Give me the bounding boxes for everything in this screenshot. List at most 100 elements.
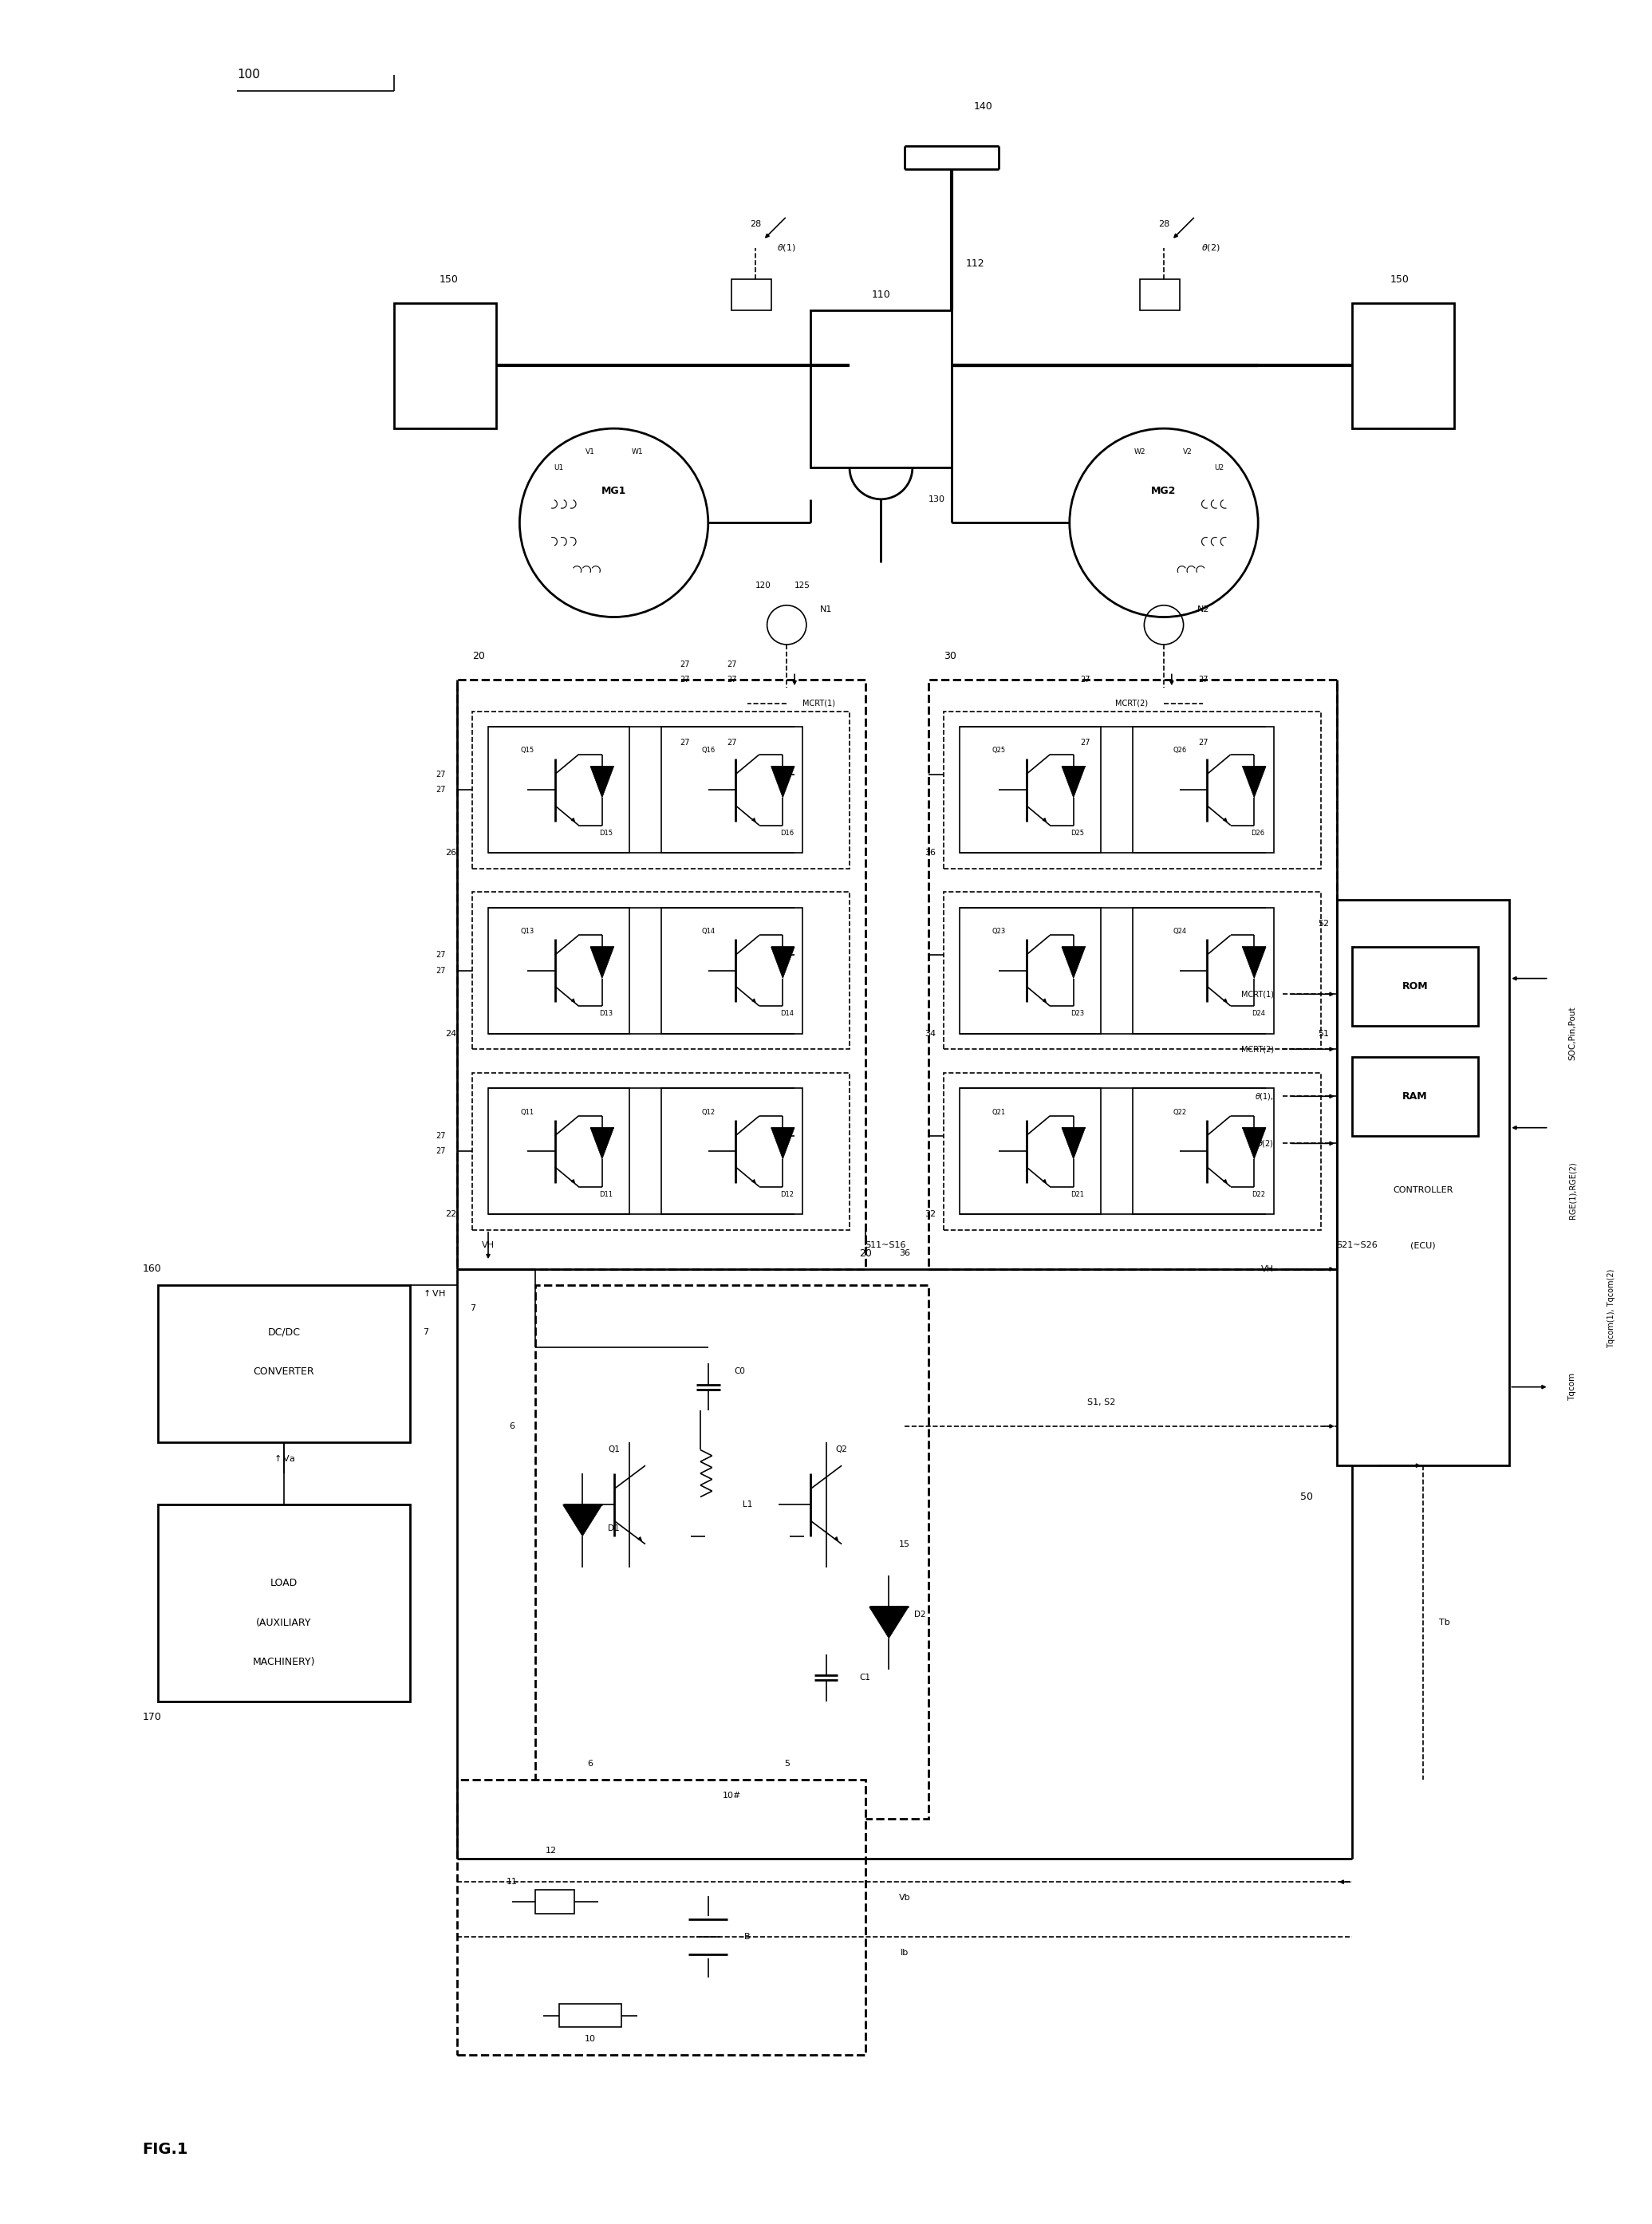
Text: 27: 27 bbox=[1198, 676, 1208, 685]
Text: 27: 27 bbox=[436, 967, 446, 974]
Text: Tb: Tb bbox=[1439, 1619, 1450, 1626]
Text: DC/DC: DC/DC bbox=[268, 1328, 301, 1337]
Bar bbox=[943, 1072, 1322, 1230]
Text: 110: 110 bbox=[872, 289, 890, 300]
Bar bbox=[1353, 302, 1368, 429]
Text: SOC,Pin,Pout: SOC,Pin,Pout bbox=[1568, 1007, 1576, 1061]
Text: 28: 28 bbox=[1158, 220, 1170, 229]
Text: CONTROLLER: CONTROLLER bbox=[1393, 1188, 1454, 1194]
Text: 6: 6 bbox=[588, 1759, 593, 1768]
Bar bbox=[732, 280, 771, 311]
Text: D24: D24 bbox=[1251, 1010, 1265, 1016]
Text: 130: 130 bbox=[928, 496, 945, 503]
Text: RAM: RAM bbox=[1403, 1092, 1427, 1101]
Bar bbox=[1132, 907, 1274, 1034]
Bar bbox=[960, 907, 1100, 1034]
Text: VH: VH bbox=[1260, 1265, 1274, 1272]
Bar bbox=[393, 302, 410, 429]
Bar bbox=[456, 681, 866, 1270]
Bar bbox=[433, 302, 449, 429]
Text: Q24: Q24 bbox=[1173, 927, 1186, 934]
Text: 32: 32 bbox=[925, 1210, 937, 1219]
Text: Q23: Q23 bbox=[991, 927, 1006, 934]
Text: Q14: Q14 bbox=[702, 927, 715, 934]
Text: D25: D25 bbox=[1070, 830, 1084, 836]
Bar bbox=[1353, 947, 1479, 1025]
Text: MG2: MG2 bbox=[1151, 487, 1176, 496]
Text: 27: 27 bbox=[1198, 738, 1208, 747]
Text: V2: V2 bbox=[1183, 449, 1193, 456]
Polygon shape bbox=[1242, 947, 1265, 979]
Text: 27: 27 bbox=[436, 770, 446, 778]
Text: C0: C0 bbox=[733, 1368, 745, 1374]
Bar bbox=[453, 302, 469, 429]
Text: U2: U2 bbox=[1214, 465, 1224, 471]
Text: D1: D1 bbox=[608, 1523, 620, 1532]
Text: S11~S16: S11~S16 bbox=[866, 1241, 907, 1250]
Text: 11: 11 bbox=[506, 1877, 517, 1886]
Text: D16: D16 bbox=[780, 830, 793, 836]
Text: D2: D2 bbox=[915, 1610, 927, 1619]
Bar bbox=[489, 1088, 629, 1214]
Bar bbox=[1431, 302, 1447, 429]
Text: 50: 50 bbox=[1300, 1492, 1313, 1501]
Text: 22: 22 bbox=[446, 1210, 456, 1219]
Text: MCRT(1): MCRT(1) bbox=[1241, 990, 1274, 999]
Text: N1: N1 bbox=[819, 605, 833, 614]
Text: D22: D22 bbox=[1251, 1190, 1265, 1199]
Text: S1, S2: S1, S2 bbox=[1087, 1399, 1115, 1406]
Text: D12: D12 bbox=[780, 1190, 793, 1199]
Bar bbox=[943, 892, 1322, 1050]
Bar bbox=[159, 1506, 410, 1701]
Text: 51: 51 bbox=[1318, 1030, 1328, 1036]
Polygon shape bbox=[1062, 947, 1085, 979]
Text: D11: D11 bbox=[600, 1190, 613, 1199]
Circle shape bbox=[1069, 429, 1259, 616]
Text: Q13: Q13 bbox=[520, 927, 534, 934]
Text: 27: 27 bbox=[436, 785, 446, 794]
Text: Q26: Q26 bbox=[1173, 747, 1186, 754]
Text: 170: 170 bbox=[142, 1712, 162, 1721]
Text: W2: W2 bbox=[1135, 449, 1146, 456]
Text: Q16: Q16 bbox=[702, 747, 715, 754]
Text: 27: 27 bbox=[1080, 676, 1090, 685]
Bar bbox=[489, 727, 629, 852]
Bar bbox=[489, 907, 629, 1034]
Bar bbox=[159, 1285, 410, 1441]
Text: 10#: 10# bbox=[722, 1793, 742, 1799]
Text: Q21: Q21 bbox=[991, 1108, 1006, 1116]
Bar bbox=[1132, 727, 1274, 852]
Text: MACHINERY): MACHINERY) bbox=[253, 1657, 316, 1668]
Polygon shape bbox=[590, 767, 615, 798]
Text: D23: D23 bbox=[1070, 1010, 1084, 1016]
Text: (AUXILIARY: (AUXILIARY bbox=[256, 1617, 312, 1628]
Text: 5: 5 bbox=[785, 1759, 790, 1768]
Text: 52: 52 bbox=[1318, 919, 1328, 927]
Bar bbox=[661, 907, 803, 1034]
Text: 27: 27 bbox=[679, 738, 689, 747]
Text: 20: 20 bbox=[859, 1248, 872, 1259]
Text: 125: 125 bbox=[795, 583, 811, 589]
Text: 26: 26 bbox=[446, 850, 456, 856]
Text: 6: 6 bbox=[509, 1423, 514, 1430]
Text: 27: 27 bbox=[679, 661, 689, 667]
Bar bbox=[1391, 302, 1408, 429]
Text: 27: 27 bbox=[436, 1132, 446, 1139]
Text: Q15: Q15 bbox=[520, 747, 534, 754]
Bar bbox=[960, 1088, 1100, 1214]
Text: 36: 36 bbox=[925, 850, 937, 856]
Bar bbox=[1411, 302, 1427, 429]
Text: 7: 7 bbox=[423, 1328, 428, 1337]
Bar bbox=[1336, 901, 1510, 1466]
Text: Tqcom: Tqcom bbox=[1568, 1372, 1576, 1401]
Text: D14: D14 bbox=[780, 1010, 793, 1016]
Polygon shape bbox=[563, 1506, 601, 1537]
Polygon shape bbox=[1242, 767, 1265, 798]
Polygon shape bbox=[869, 1608, 909, 1639]
Text: 150: 150 bbox=[439, 274, 458, 285]
Text: MCRT(2): MCRT(2) bbox=[1241, 1045, 1274, 1054]
Text: Tqcom(1), Tqcom(2): Tqcom(1), Tqcom(2) bbox=[1607, 1268, 1616, 1348]
Bar bbox=[1373, 302, 1388, 429]
Text: 34: 34 bbox=[925, 1030, 937, 1036]
Polygon shape bbox=[590, 1128, 615, 1159]
